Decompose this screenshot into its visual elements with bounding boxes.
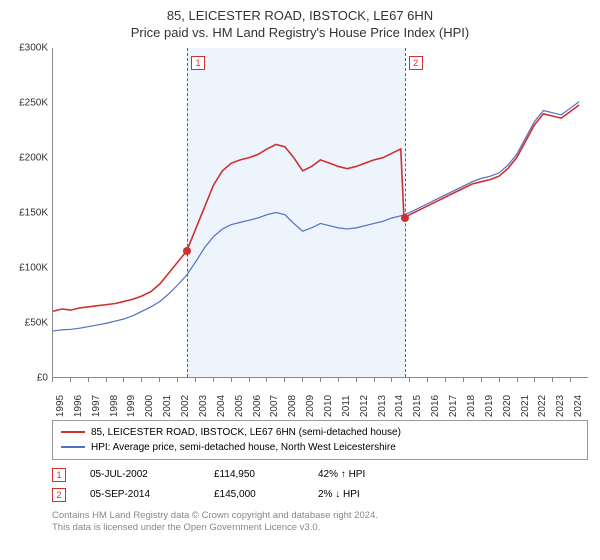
x-tick-label: 2008 [287, 395, 298, 417]
x-tick-label: 2017 [448, 395, 459, 417]
marker-line-1 [187, 48, 188, 377]
attribution-line-2: This data is licensed under the Open Gov… [52, 522, 588, 534]
attribution-line-1: Contains HM Land Registry data © Crown c… [52, 510, 588, 522]
x-tick-label: 2005 [234, 395, 245, 417]
event-date-1: 05-JUL-2002 [90, 469, 190, 480]
legend-swatch-1 [61, 431, 85, 433]
x-tick-label: 2022 [537, 395, 548, 417]
x-tick-label: 2004 [216, 395, 227, 417]
marker-line-2 [405, 48, 406, 377]
marker-dot-2 [401, 214, 409, 222]
x-tick-label: 2001 [162, 395, 173, 417]
y-tick-label: £300K [19, 42, 48, 53]
x-tick-label: 2018 [466, 395, 477, 417]
x-tick-label: 2015 [412, 395, 423, 417]
y-tick-label: £150K [19, 207, 48, 218]
x-tick-label: 2010 [323, 395, 334, 417]
marker-dot-1 [183, 247, 191, 255]
legend-box: 85, LEICESTER ROAD, IBSTOCK, LE67 6HN (s… [52, 420, 588, 460]
x-tick-label: 1999 [126, 395, 137, 417]
plot-area: 12 [52, 48, 588, 378]
y-tick-label: £250K [19, 97, 48, 108]
x-tick-label: 2016 [430, 395, 441, 417]
legend-row-series-1: 85, LEICESTER ROAD, IBSTOCK, LE67 6HN (s… [61, 425, 579, 440]
x-tick-label: 2012 [359, 395, 370, 417]
y-tick-label: £100K [19, 262, 48, 273]
event-date-2: 05-SEP-2014 [90, 489, 190, 500]
x-tick-label: 2021 [520, 395, 531, 417]
x-tick-label: 2003 [198, 395, 209, 417]
legend-label-2: HPI: Average price, semi-detached house,… [91, 440, 396, 455]
x-tick-label: 2019 [484, 395, 495, 417]
event-price-1: £114,950 [214, 469, 294, 480]
series-line-hpi [53, 102, 579, 331]
x-tick-label: 2020 [502, 395, 513, 417]
y-tick-label: £200K [19, 152, 48, 163]
series-line-price_paid [53, 105, 579, 311]
x-tick-label: 2011 [341, 395, 352, 417]
x-axis: 1995 1996 1997 1998 1999 2000 2001 2002 2003 2004… [52, 378, 588, 418]
chart-container: 85, LEICESTER ROAD, IBSTOCK, LE67 6HN Pr… [0, 0, 600, 560]
x-tick-label: 2002 [180, 395, 191, 417]
x-tick-label: 2009 [305, 395, 316, 417]
marker-box-2: 2 [409, 56, 423, 70]
event-row-1: 1 05-JUL-2002 £114,950 42% ↑ HPI [52, 468, 588, 482]
event-row-2: 2 05-SEP-2014 £145,000 2% ↓ HPI [52, 488, 588, 502]
x-tick-label: 2006 [252, 395, 263, 417]
attribution: Contains HM Land Registry data © Crown c… [52, 510, 588, 535]
y-axis: £0£50K£100K£150K£200K£250K£300K [12, 48, 52, 378]
x-tick-label: 2000 [144, 395, 155, 417]
x-tick-label: 2014 [394, 395, 405, 417]
event-marker-2: 2 [52, 488, 66, 502]
x-tick-label: 2023 [555, 395, 566, 417]
y-tick-label: £50K [25, 317, 48, 328]
event-price-2: £145,000 [214, 489, 294, 500]
event-marker-1: 1 [52, 468, 66, 482]
events-table: 1 05-JUL-2002 £114,950 42% ↑ HPI 2 05-SE… [52, 468, 588, 508]
event-pct-2: 2% ↓ HPI [318, 489, 408, 500]
x-tick-label: 2007 [269, 395, 280, 417]
y-tick-label: £0 [37, 372, 48, 383]
chart-title: 85, LEICESTER ROAD, IBSTOCK, LE67 6HN [12, 8, 588, 25]
legend-row-series-2: HPI: Average price, semi-detached house,… [61, 440, 579, 455]
chart-subtitle: Price paid vs. HM Land Registry's House … [12, 25, 588, 42]
x-tick-label: 1996 [73, 395, 84, 417]
legend-swatch-2 [61, 446, 85, 448]
chart-area: £0£50K£100K£150K£200K£250K£300K 12 19951… [12, 48, 588, 418]
x-tick-label: 2024 [573, 395, 584, 417]
x-tick-label: 1995 [55, 395, 66, 417]
x-tick-label: 2013 [377, 395, 388, 417]
x-tick-label: 1998 [109, 395, 120, 417]
event-pct-1: 42% ↑ HPI [318, 469, 408, 480]
x-tick-label: 1997 [91, 395, 102, 417]
marker-box-1: 1 [191, 56, 205, 70]
legend-label-1: 85, LEICESTER ROAD, IBSTOCK, LE67 6HN (s… [91, 425, 401, 440]
line-series-svg [53, 48, 588, 377]
